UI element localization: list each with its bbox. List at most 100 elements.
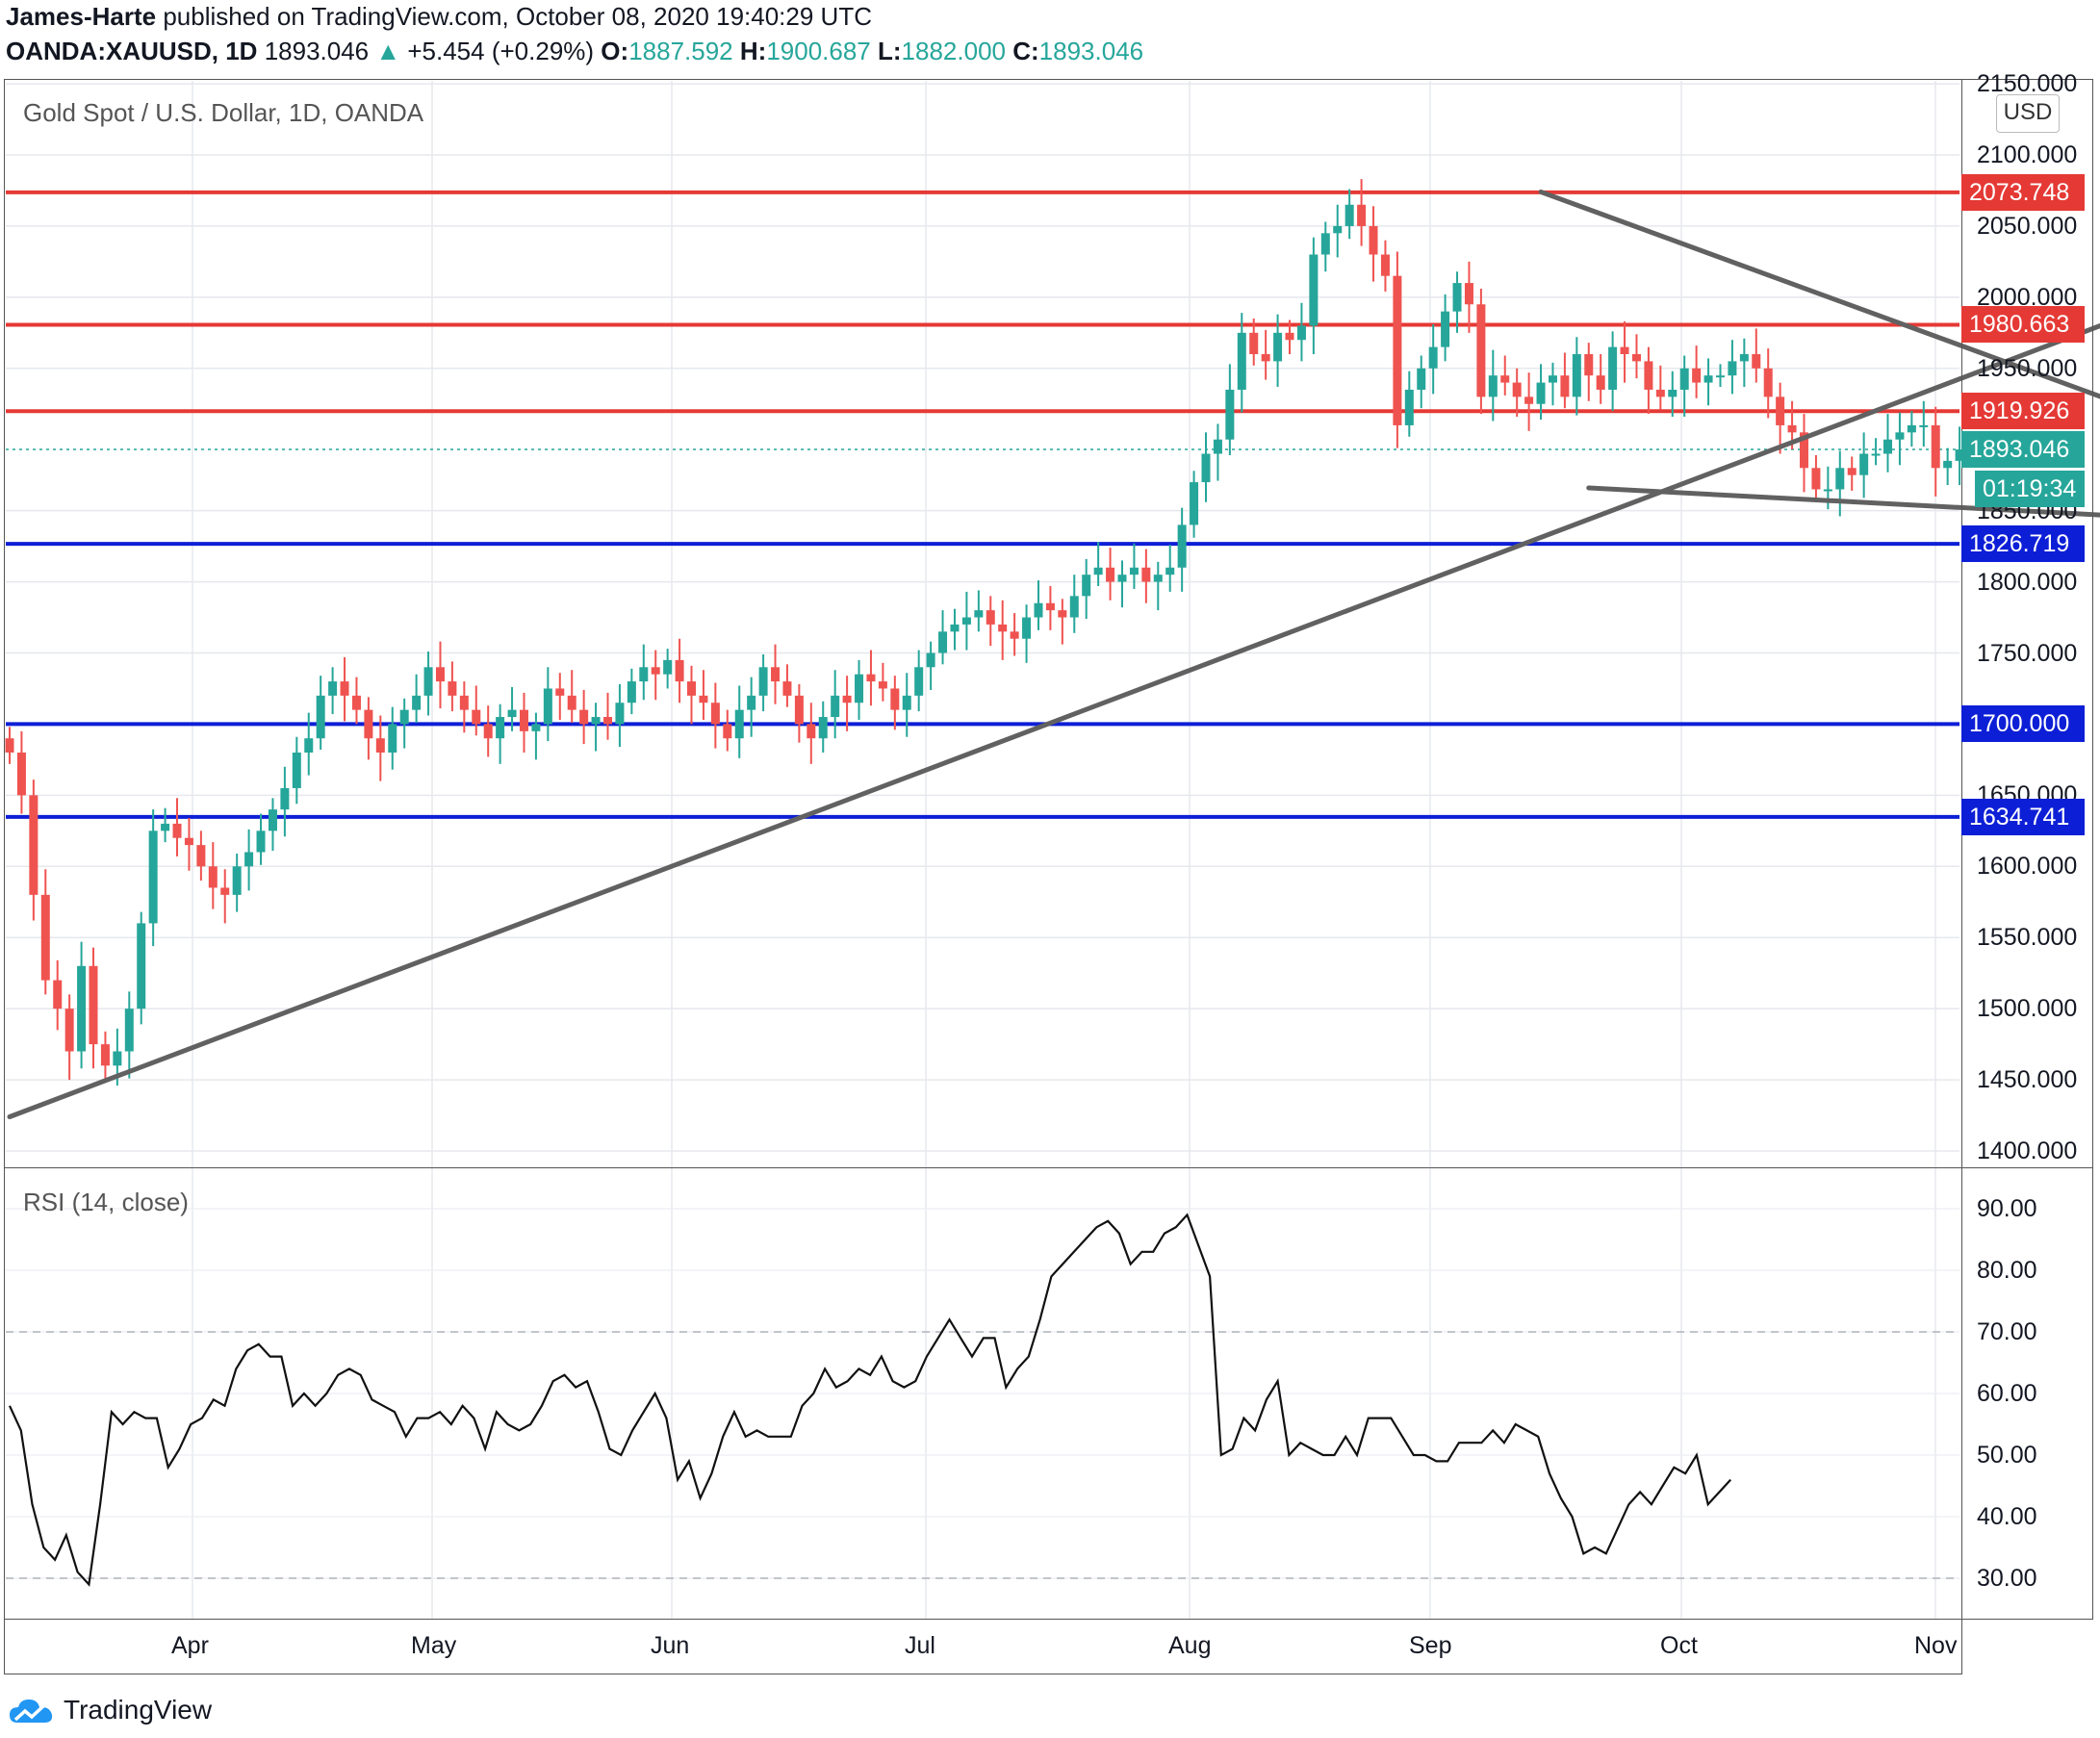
chart-canvas[interactable] xyxy=(0,0,2100,1674)
candle-body xyxy=(926,652,935,668)
candle-body xyxy=(914,667,924,696)
candle-body xyxy=(1883,439,1893,454)
candle-body xyxy=(1106,567,1115,582)
candle-body xyxy=(1225,389,1235,440)
candle-body xyxy=(1955,449,1964,461)
candle-body xyxy=(878,681,887,689)
candle-body xyxy=(1800,432,1808,469)
price-tick-label: 2000.000 xyxy=(1977,283,2078,311)
price-tick-label: 1550.000 xyxy=(1977,924,2078,952)
last-price: 1893.046 xyxy=(264,37,370,65)
candle-body xyxy=(100,1044,110,1066)
candle-body xyxy=(998,624,1008,632)
candle-body xyxy=(831,695,840,718)
rsi-tick-label: 50.00 xyxy=(1977,1442,2037,1469)
candle-body xyxy=(1165,567,1175,575)
candle-body xyxy=(675,659,684,682)
candle-body xyxy=(1919,424,1929,427)
candle-body xyxy=(1309,254,1319,326)
candle-body xyxy=(1464,283,1473,305)
candle-body xyxy=(1273,332,1283,362)
candle-body xyxy=(1117,575,1127,582)
publish-info: published on TradingView.com, October 08… xyxy=(163,2,872,31)
candle-body xyxy=(1560,375,1570,397)
candle-body xyxy=(208,866,218,888)
price-tick-label: 1450.000 xyxy=(1977,1066,2078,1094)
author-name[interactable]: James-Harte xyxy=(6,2,157,31)
currency-badge[interactable]: USD xyxy=(1996,94,2060,133)
candle-body xyxy=(196,845,206,867)
candle-body xyxy=(1596,375,1605,390)
candles xyxy=(5,179,1964,1086)
candle-body xyxy=(448,681,457,696)
candle-body xyxy=(364,709,373,739)
candle-body xyxy=(855,674,864,703)
candle-body xyxy=(1763,368,1773,397)
candle-body xyxy=(53,980,63,1010)
candle-body xyxy=(1261,354,1270,362)
candle-body xyxy=(472,709,481,725)
candle-body xyxy=(1859,453,1869,475)
candle-body xyxy=(818,717,828,739)
candle-body xyxy=(1692,368,1702,383)
time-tick-label: Sep xyxy=(1409,1632,1452,1659)
candle-body xyxy=(627,681,636,703)
candle-body xyxy=(1728,361,1737,376)
candle-body xyxy=(1201,453,1211,483)
ohlc-header: OANDA:XAUUSD, 1D 1893.046 ▲ +5.454 (+0.2… xyxy=(6,37,1144,65)
candle-body xyxy=(137,923,146,1010)
candle-body xyxy=(399,709,409,725)
candle-body xyxy=(1452,283,1462,312)
candle-body xyxy=(1811,468,1821,490)
candle-body xyxy=(1715,375,1725,378)
candle-body xyxy=(172,823,182,838)
candle-body xyxy=(1393,275,1402,425)
candle-body xyxy=(986,610,995,625)
candle-body xyxy=(507,709,517,718)
candle-body xyxy=(459,695,469,710)
candle-body xyxy=(567,695,576,710)
candle-body xyxy=(1871,453,1881,456)
candle-body xyxy=(1512,382,1522,397)
candle-body xyxy=(89,965,98,1045)
candle-body xyxy=(1536,382,1546,404)
candle-body xyxy=(723,724,732,739)
candle-body xyxy=(316,695,325,739)
candle-body xyxy=(807,724,816,739)
open-value: 1887.592 xyxy=(628,37,733,65)
time-tick-label: Oct xyxy=(1660,1632,1698,1659)
tradingview-cloud-icon xyxy=(10,1700,53,1723)
candle-body xyxy=(1093,567,1103,575)
rsi-tick-label: 70.00 xyxy=(1977,1318,2037,1345)
candle-body xyxy=(842,695,852,703)
candle-body xyxy=(1069,596,1079,618)
candle-body xyxy=(1548,375,1557,383)
candle-body xyxy=(1141,567,1151,582)
candle-body xyxy=(1572,354,1581,397)
candle-body xyxy=(1835,468,1845,490)
high-value: 1900.687 xyxy=(766,37,871,65)
candle-body xyxy=(1129,567,1139,575)
time-tick-label: Apr xyxy=(171,1632,209,1659)
tradingview-logo[interactable]: TradingView xyxy=(8,1694,212,1726)
candle-body xyxy=(1320,233,1330,255)
candle-body xyxy=(1058,610,1067,618)
rsi-line xyxy=(9,1213,1732,1587)
price-tick-label: 1800.000 xyxy=(1977,568,2078,596)
candle-body xyxy=(1045,602,1055,611)
candle-body xyxy=(1285,332,1294,341)
candle-body xyxy=(435,667,445,682)
candle-body xyxy=(1847,468,1857,475)
level-price-tag: 1700.000 xyxy=(1961,705,2085,743)
candle-body xyxy=(1441,311,1450,347)
candle-body xyxy=(16,753,26,796)
time-tick-label: Nov xyxy=(1914,1632,1958,1659)
candle-body xyxy=(244,852,254,867)
candle-body xyxy=(304,738,314,753)
trendlines xyxy=(7,189,2100,1120)
candle-body xyxy=(710,703,720,725)
price-tick-label: 1750.000 xyxy=(1977,639,2078,667)
price-tick-label: 1500.000 xyxy=(1977,995,2078,1023)
candle-body xyxy=(77,965,87,1052)
candle-body xyxy=(1488,375,1498,397)
